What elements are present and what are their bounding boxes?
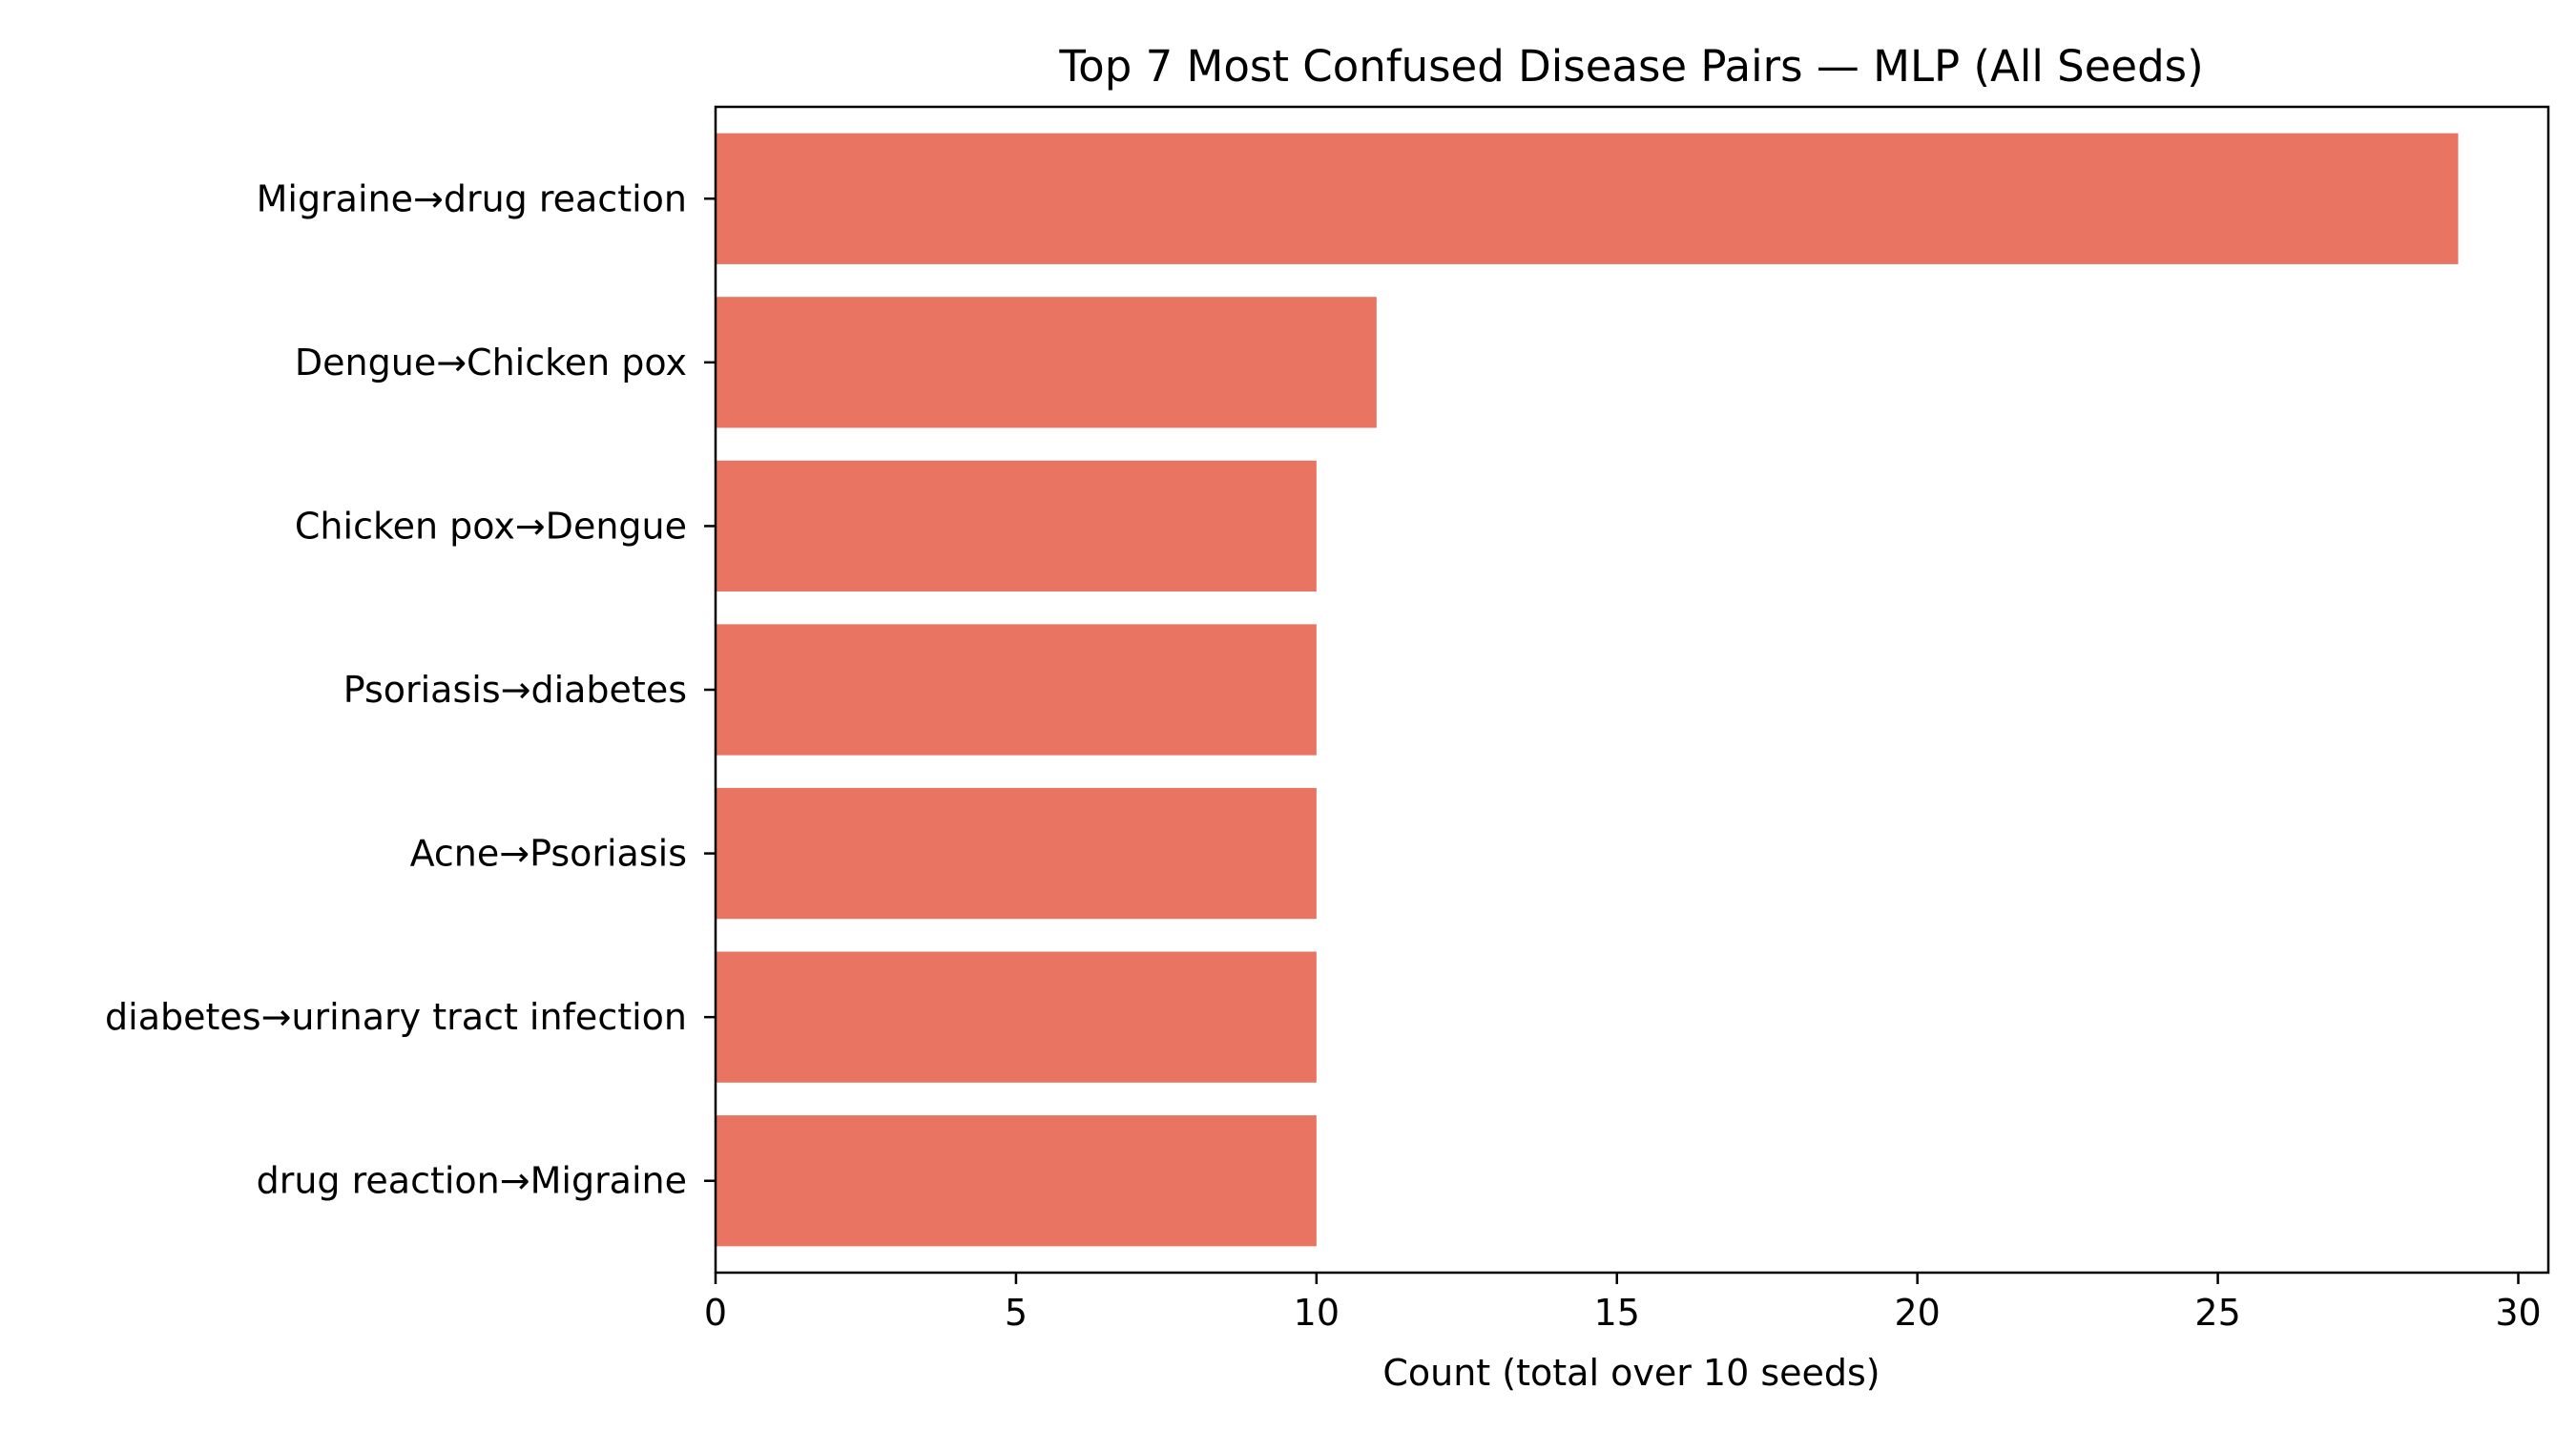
y-tick-label: Migraine→drug reaction [257, 177, 687, 219]
x-tick-label: 20 [1894, 1292, 1940, 1334]
bar-6 [716, 1115, 1317, 1247]
x-tick-label: 15 [1594, 1292, 1640, 1334]
bar-1 [716, 297, 1377, 428]
bar-0 [716, 133, 2459, 264]
bar-4 [716, 787, 1317, 920]
y-tick-label: diabetes→urinary tract infection [105, 996, 687, 1038]
x-tick-label: 10 [1294, 1292, 1340, 1334]
x-tick-label: 0 [704, 1292, 727, 1334]
chart-title: Top 7 Most Confused Disease Pairs — MLP … [1058, 41, 2203, 92]
x-tick-label: 5 [1005, 1292, 1028, 1334]
y-axis-ticks: Migraine→drug reaction Dengue→Chicken pox… [105, 177, 716, 1202]
x-axis-label: Count (total over 10 seeds) [1382, 1352, 1880, 1394]
y-tick-label: Acne→Psoriasis [410, 833, 687, 875]
y-tick-label: drug reaction→Migraine [257, 1160, 687, 1202]
y-tick-label: Chicken pox→Dengue [295, 505, 687, 547]
bar-5 [716, 951, 1317, 1083]
bar-3 [716, 624, 1317, 756]
plot-frame [714, 105, 2550, 1275]
y-tick-label: Dengue→Chicken pox [295, 342, 687, 384]
x-tick-label: 25 [2194, 1292, 2240, 1334]
x-tick-label: 30 [2495, 1292, 2541, 1334]
bar-2 [716, 460, 1317, 592]
y-tick-label: Psoriasis→diabetes [343, 669, 687, 711]
x-axis-ticks: 0 5 10 15 20 25 30 [704, 1273, 2542, 1334]
bars-group [716, 133, 2459, 1247]
